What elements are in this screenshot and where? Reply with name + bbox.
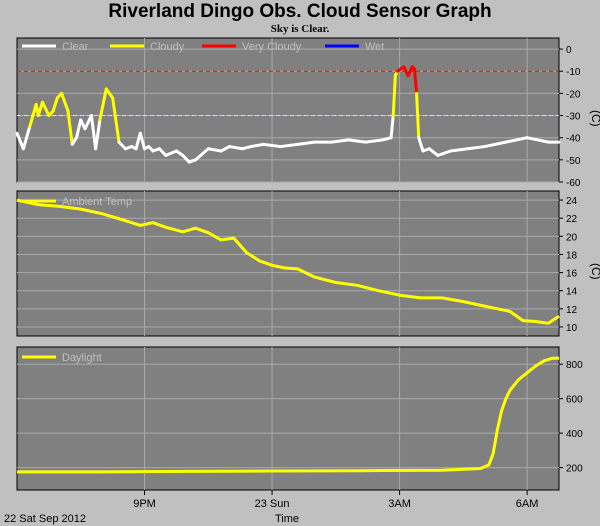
sky-temp-segment [525,136,550,144]
sky-temp-segment [157,147,168,157]
sky-temp-segment [89,114,98,151]
sky-temp-segment [330,138,351,144]
sky-legend: Clear Cloudy Very Cloudy Wet [22,41,384,53]
daylight-panel: 800 600 400 200 [16,346,583,491]
daylight-plot-area [16,346,560,491]
sky-temperature-ytick-label: -60 [566,178,581,189]
sky-temp-segment [28,102,38,129]
ambient-temp-ytick-label: 14 [566,287,578,298]
ambient-temp-ytick-label: 16 [566,269,578,280]
ambient-temp-ytick-label: 24 [566,196,578,207]
sky-temperature-ytick-label: -10 [566,67,581,78]
sky-temp-segment [219,145,232,153]
ambient-temp-ytick-label: 22 [566,214,578,225]
x-tick-label: 9PM [133,498,156,510]
x-tick-label: 6AM [516,498,539,510]
ambient-temp-ytick-label: 10 [566,323,578,334]
ambient-temp-panel: 24 22 20 18 16 14 12 10 [16,190,578,337]
daylight-series-line [17,356,559,474]
sky-temp-segment [21,125,32,151]
sky-temperature-ytick-label: -20 [566,89,581,100]
sky-temp-segment [406,65,414,78]
sky-temp-segment [94,118,102,151]
legend-very-cloudy-label: Very Cloudy [242,41,302,53]
sky-temp-segment [427,147,440,157]
sky-unit-label: (C) [589,110,600,127]
sky-temp-segment [249,142,266,149]
sky-temperature-ytick-label: 0 [566,45,572,56]
sky-temp-segment [466,145,487,151]
chart-title: Riverland Dingo Obs. Cloud Sensor Graph [108,1,492,22]
sky-temp-segment [389,114,395,140]
sky-temp-segment [449,147,470,153]
sky-temp-segment [364,138,385,144]
x-tick-label: 23 Sun [255,498,290,510]
sky-temp-segment [504,136,529,144]
legend-daylight-label: Daylight [62,352,102,364]
ambient-unit-label: (C) [589,263,600,280]
sky-temp-segment [181,153,191,164]
chart-panels: 0 -10 -20 -30 -40 -50 -60 24 22 20 18 16 14 12 10 800 60… [15,37,583,491]
sky-status: Sky is Clear. [270,23,330,35]
daylight-ytick-label: 400 [566,429,583,440]
daylight-ytick-label: 200 [566,464,583,475]
sky-temp-segment [60,91,70,113]
sky-temp-segment [138,131,147,151]
daylight-ytick-label: 600 [566,395,583,406]
date-label: 22 Sat Sep 2012 [4,513,86,525]
legend-cloudy-label: Cloudy [150,41,185,53]
ambient-temp-ytick-label: 20 [566,232,578,243]
ambient-temp-ytick-label: 12 [566,305,578,316]
sky-temp-segment [412,67,419,95]
sky-temp-segment [483,140,508,149]
sky-temp-segment [347,138,368,144]
sky-temp-segment [66,109,74,146]
sky-temp-segment [104,87,115,100]
daylight-ytick-label: 800 [566,360,583,371]
sky-temp-segment [262,142,283,149]
ambient-temp-series-line [16,198,560,325]
sky-temp-segment [41,100,51,118]
sky-temp-segment [194,147,210,162]
x-axis-label: Time [275,513,299,525]
sky-temperature-ytick-label: -50 [566,156,581,167]
legend-clear-label: Clear [62,41,89,53]
x-axis-ticks: 9PM 23 Sun 3AM 6AM [133,490,538,510]
sky-temp-segment [415,91,421,140]
x-tick-label: 3AM [388,498,411,510]
daylight-legend: Daylight [22,352,102,364]
sky-temp-segment [436,149,453,157]
sky-temp-segment [206,147,223,153]
sky-temp-segment [391,74,397,118]
sky-temp-segment [417,136,425,153]
ambient-legend: Ambient Temp [22,196,132,208]
sky-temperature-ytick-label: -40 [566,134,581,145]
sky-temp-segment [117,140,127,151]
sky-temp-segment [51,96,59,113]
sky-temp-segment [279,142,300,149]
sky-temp-segment [228,145,244,151]
ambient-temp-ytick-label: 18 [566,250,578,261]
legend-ambient-label: Ambient Temp [62,196,132,208]
sky-temp-segment [296,140,317,146]
sky-temp-segment [111,96,121,144]
legend-wet-label: Wet [365,41,384,53]
sky-temperature-plot-area [16,37,560,183]
sky-temperature-ytick-label: -30 [566,112,581,123]
sky-temp-segment [75,118,83,140]
sky-temp-segment [98,87,108,122]
sky-temp-segment [36,100,45,118]
sky-temp-segment [164,149,178,157]
sky-temperature-panel: 0 -10 -20 -30 -40 -50 -60 [15,37,581,189]
sky-temp-segment [15,131,25,151]
